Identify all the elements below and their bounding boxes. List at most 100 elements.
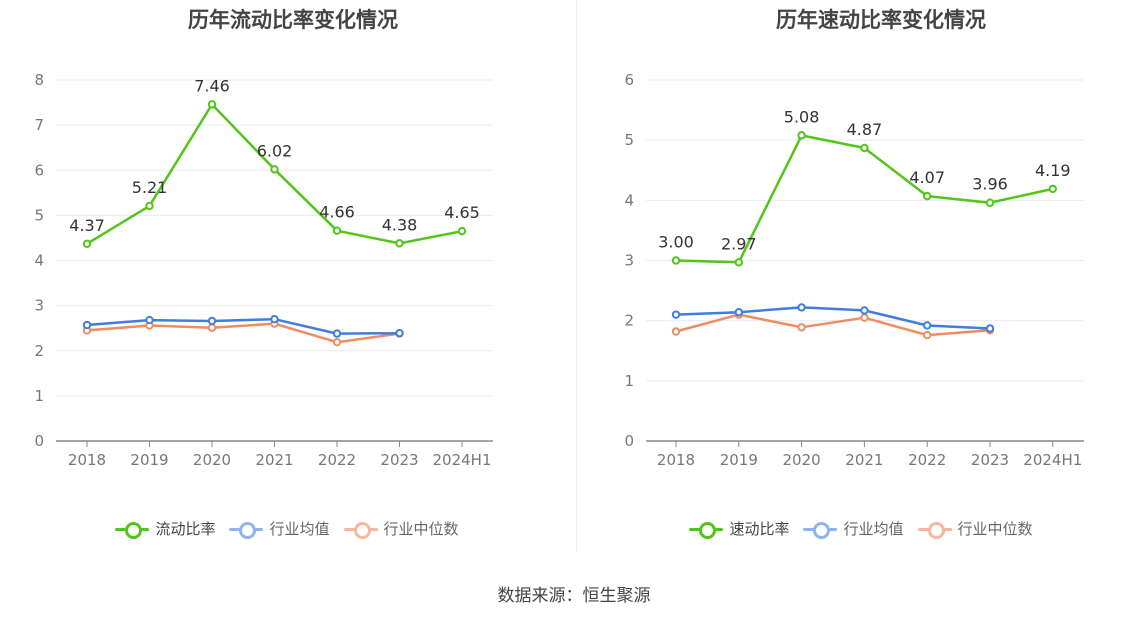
y-tick-label: 7 [34,116,44,134]
x-tick-label: 2023 [380,451,418,469]
legend-item-avg[interactable]: 行业均值 [229,518,330,539]
data-label: 4.38 [382,215,418,234]
data-point-avg [395,328,404,338]
data-point-main [671,256,681,265]
legend-marker-icon [343,520,378,539]
data-point-main [270,165,279,174]
legend-item-main[interactable]: 流动比率 [115,518,215,539]
legend-label: 速动比率 [729,520,790,538]
data-point-median [207,323,217,332]
panel-divider [576,0,577,552]
x-tick-label: 2022 [908,451,946,469]
x-tick-label: 2020 [783,451,821,469]
data-label: 3.96 [972,175,1008,194]
legend-label: 流动比率 [155,520,216,538]
legend-marker-icon [803,520,838,539]
data-point-avg [671,310,681,319]
data-point-avg [332,329,342,338]
data-point-main [797,131,806,140]
y-tick-label: 2 [34,342,44,360]
data-point-avg [145,315,154,325]
legend-item-main[interactable]: 速动比率 [689,518,789,539]
current-ratio-plot: 0 1 2 3 4 5 6 7 8 2018 2019 2020 2021 2022 2023 2024H1 4… [34,71,493,469]
y-tick-label: 4 [34,252,44,270]
legend-item-median[interactable]: 行业中位数 [917,518,1033,539]
legend-label: 行业中位数 [383,520,459,538]
x-tick-label: 2018 [657,451,695,469]
data-point-main [82,239,92,249]
data-point-avg [923,321,932,330]
x-tick-label: 2018 [68,451,106,469]
data-label: 7.46 [194,76,230,95]
y-tick-label: 5 [624,131,634,149]
quick-ratio-plot: 0 1 2 3 4 5 6 2018 2019 2020 2021 2022 2023 2024H1 3.0… [624,71,1084,469]
legend-marker-icon [115,520,150,539]
y-tick-label: 6 [624,71,634,89]
data-label: 3.00 [658,233,694,252]
x-tick-label: 2023 [971,451,1009,469]
chart-legend: 流动比率 行业均值 行业中位数 [0,518,574,539]
data-point-median [860,313,869,322]
data-source: 数据来源：恒生聚源 [497,586,651,606]
series-line-median [675,313,991,337]
data-label: 6.02 [257,141,293,160]
data-label: 4.07 [909,168,945,187]
legend-label: 行业均值 [269,520,330,538]
data-point-main [860,143,869,153]
data-label: 4.19 [1035,161,1071,180]
x-tick-label: 2020 [193,451,231,469]
y-tick-label: 4 [624,191,634,209]
data-point-main [395,239,404,248]
data-label: 4.66 [319,203,355,222]
data-point-main [332,226,342,235]
x-tick-label: 2022 [318,451,356,469]
legend-marker-icon [917,520,952,539]
legend-marker-icon [689,520,724,539]
series-line-avg [86,317,400,335]
y-tick-label: 0 [624,432,634,450]
legend-label: 行业均值 [843,520,904,538]
data-point-avg [734,308,744,317]
y-tick-label: 2 [624,312,634,330]
x-tick-label: 2024H1 [1023,451,1082,469]
data-point-main [923,191,932,201]
series-line-avg [675,306,991,330]
data-label: 5.21 [132,178,168,197]
current-ratio-chart: 历年流动比率变化情况 0 1 2 3 4 5 6 7 8 2018 2019 2020 2021 2022… [0,0,574,560]
legend-item-median[interactable]: 行业中位数 [343,518,459,539]
data-point-main [457,226,467,236]
data-label: 4.87 [847,120,883,139]
data-point-avg [797,303,806,312]
data-point-avg [985,324,995,333]
data-label: 5.08 [784,107,820,126]
data-label: 4.37 [69,216,105,235]
y-tick-label: 3 [624,252,634,270]
data-point-avg [207,316,217,326]
legend-marker-icon [229,520,264,539]
data-point-median [923,330,932,340]
y-tick-label: 0 [34,432,44,450]
y-tick-label: 1 [624,372,634,390]
x-tick-label: 2021 [255,451,293,469]
data-point-main [734,258,744,267]
data-point-avg [270,314,279,324]
x-tick-label: 2019 [130,451,168,469]
x-tick-label: 2021 [845,451,883,469]
legend-label: 行业中位数 [957,520,1033,538]
chart-title: 历年流动比率变化情况 [188,8,398,32]
data-label: 4.65 [444,203,480,222]
y-tick-label: 1 [34,387,44,405]
data-point-main [985,198,995,207]
series-line-median [86,322,400,344]
y-tick-label: 8 [34,71,44,89]
legend-item-avg[interactable]: 行业均值 [803,518,904,539]
data-label: 2.97 [721,234,757,253]
data-point-median [332,337,342,347]
data-point-avg [82,320,92,330]
y-tick-label: 3 [34,297,44,315]
data-point-median [671,327,681,336]
chart-legend: 速动比率 行业均值 行业中位数 [574,518,1148,539]
x-tick-label: 2019 [720,451,758,469]
y-tick-label: 5 [34,206,44,224]
data-point-avg [860,306,869,315]
